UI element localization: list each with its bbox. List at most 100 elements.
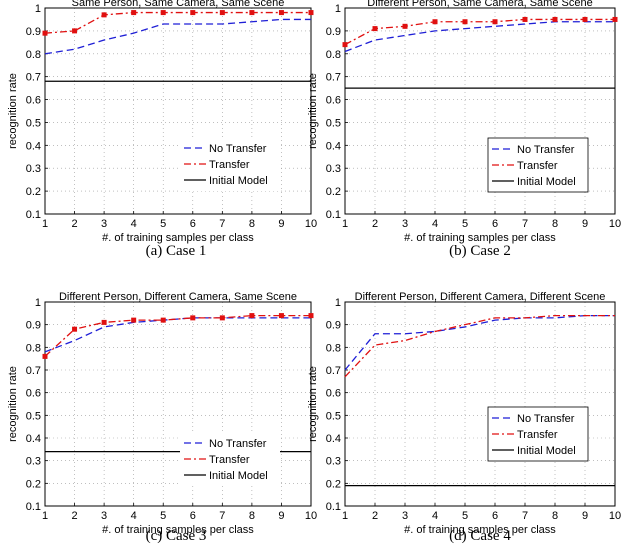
legend-label: Initial Model bbox=[209, 175, 268, 187]
y-tick-label: 0.1 bbox=[326, 209, 341, 221]
y-tick-label: 0.4 bbox=[26, 433, 41, 445]
x-tick-label: 8 bbox=[552, 510, 558, 522]
x-tick-label: 2 bbox=[372, 510, 378, 522]
y-tick-label: 0.1 bbox=[26, 501, 41, 513]
legend-label: Transfer bbox=[209, 159, 250, 171]
series-line-no-transfer bbox=[344, 314, 615, 371]
y-tick-label: 0.9 bbox=[326, 26, 341, 38]
y-tick-label: 0.4 bbox=[26, 140, 41, 152]
x-tick-label: 8 bbox=[552, 218, 558, 230]
y-tick-label: 0.2 bbox=[326, 186, 341, 198]
y-tick-label: 0.1 bbox=[326, 501, 341, 513]
legend-label: No Transfer bbox=[209, 438, 267, 450]
y-tick-label: 0.1 bbox=[26, 209, 41, 221]
y-axis-label: recognition rate bbox=[307, 73, 319, 149]
x-axis-label: #. of training samples per class bbox=[404, 524, 556, 536]
series-line-transfer bbox=[344, 314, 615, 378]
data-point-marker bbox=[308, 313, 314, 319]
x-tick-label: 7 bbox=[219, 218, 225, 230]
panel-caption: (b) Case 2 bbox=[449, 243, 511, 259]
legend-box bbox=[180, 137, 280, 191]
data-point-marker bbox=[522, 16, 528, 22]
x-tick-label: 3 bbox=[101, 218, 107, 230]
x-tick-label: 5 bbox=[160, 510, 166, 522]
y-tick-label: 0.6 bbox=[26, 95, 41, 107]
legend-label: No Transfer bbox=[517, 144, 575, 156]
y-tick-label: 0.8 bbox=[26, 49, 41, 61]
y-tick-label: 0.4 bbox=[326, 433, 341, 445]
panel-caption: (d) Case 4 bbox=[449, 528, 511, 544]
data-point-marker bbox=[249, 313, 255, 319]
x-tick-label: 1 bbox=[42, 218, 48, 230]
x-tick-label: 8 bbox=[249, 218, 255, 230]
x-tick-label: 10 bbox=[305, 510, 317, 522]
y-tick-label: 0.3 bbox=[26, 456, 41, 468]
data-point-marker bbox=[42, 30, 48, 36]
legend-box bbox=[180, 432, 280, 486]
y-tick-label: 1 bbox=[335, 3, 341, 15]
x-tick-label: 8 bbox=[249, 510, 255, 522]
panel-title: Different Person, Different Camera, Diff… bbox=[355, 291, 606, 303]
data-point-marker bbox=[72, 28, 78, 34]
legend-label: Transfer bbox=[517, 160, 558, 172]
x-tick-label: 9 bbox=[582, 510, 588, 522]
y-axis-label: recognition rate bbox=[7, 73, 19, 149]
data-point-marker bbox=[219, 10, 225, 16]
x-tick-label: 9 bbox=[278, 510, 284, 522]
panel-3: Different Person, Different Camera, Same… bbox=[7, 291, 317, 544]
data-point-marker bbox=[372, 26, 378, 32]
data-point-marker bbox=[131, 10, 137, 16]
legend-label: Initial Model bbox=[517, 445, 576, 457]
y-tick-label: 0.6 bbox=[26, 388, 41, 400]
y-tick-label: 0.5 bbox=[326, 117, 341, 129]
x-tick-label: 1 bbox=[42, 510, 48, 522]
legend: No Transfer Transfer Initial Model bbox=[487, 137, 589, 193]
y-tick-label: 0.6 bbox=[326, 388, 341, 400]
y-tick-label: 1 bbox=[35, 3, 41, 15]
y-tick-label: 0.7 bbox=[26, 72, 41, 84]
data-point-marker bbox=[278, 313, 284, 319]
y-tick-label: 0.7 bbox=[326, 72, 341, 84]
axes-frame bbox=[44, 301, 312, 507]
y-tick-label: 0.2 bbox=[326, 478, 341, 490]
x-tick-label: 7 bbox=[522, 218, 528, 230]
x-tick-label: 4 bbox=[131, 510, 137, 522]
x-tick-label: 2 bbox=[71, 510, 77, 522]
x-tick-label: 5 bbox=[462, 510, 468, 522]
x-tick-label: 10 bbox=[305, 218, 317, 230]
legend-label: Initial Model bbox=[209, 470, 268, 482]
series-line-transfer bbox=[44, 11, 311, 34]
y-tick-label: 1 bbox=[335, 297, 341, 309]
legend-label: Initial Model bbox=[517, 176, 576, 188]
y-tick-label: 0.8 bbox=[26, 342, 41, 354]
data-point-marker bbox=[582, 16, 588, 22]
legend-label: No Transfer bbox=[209, 143, 267, 155]
y-tick-label: 0.3 bbox=[326, 456, 341, 468]
y-axis-label: recognition rate bbox=[307, 366, 319, 442]
x-tick-label: 9 bbox=[582, 218, 588, 230]
panel-title: Same Person, Same Camera, Same Scene bbox=[72, 0, 285, 9]
x-tick-label: 2 bbox=[71, 218, 77, 230]
data-point-marker bbox=[492, 19, 498, 25]
x-tick-label: 5 bbox=[462, 218, 468, 230]
x-tick-label: 10 bbox=[609, 510, 621, 522]
panel-1: Same Person, Same Camera, Same Scene 1 2 3 4… bbox=[7, 0, 317, 259]
y-tick-label: 0.4 bbox=[326, 140, 341, 152]
y-tick-label: 0.9 bbox=[26, 26, 41, 38]
panel-caption: (c) Case 3 bbox=[146, 528, 207, 544]
data-point-marker bbox=[342, 42, 348, 48]
x-tick-label: 1 bbox=[342, 510, 348, 522]
data-point-marker bbox=[402, 23, 408, 29]
data-point-marker bbox=[72, 326, 78, 332]
panel-2: Different Person, Same Camera, Same Scen… bbox=[307, 0, 621, 259]
legend-box bbox=[487, 137, 589, 193]
data-point-marker bbox=[190, 10, 196, 16]
panel-4: Different Person, Different Camera, Diff… bbox=[307, 291, 621, 544]
series-line-no-transfer bbox=[44, 18, 311, 55]
data-point-marker bbox=[101, 12, 107, 18]
y-tick-label: 0.3 bbox=[326, 163, 341, 175]
x-axis-label: #. of training samples per class bbox=[102, 524, 254, 536]
x-tick-label: 4 bbox=[131, 218, 137, 230]
x-tick-label: 7 bbox=[522, 510, 528, 522]
y-axis-label: recognition rate bbox=[7, 366, 19, 442]
